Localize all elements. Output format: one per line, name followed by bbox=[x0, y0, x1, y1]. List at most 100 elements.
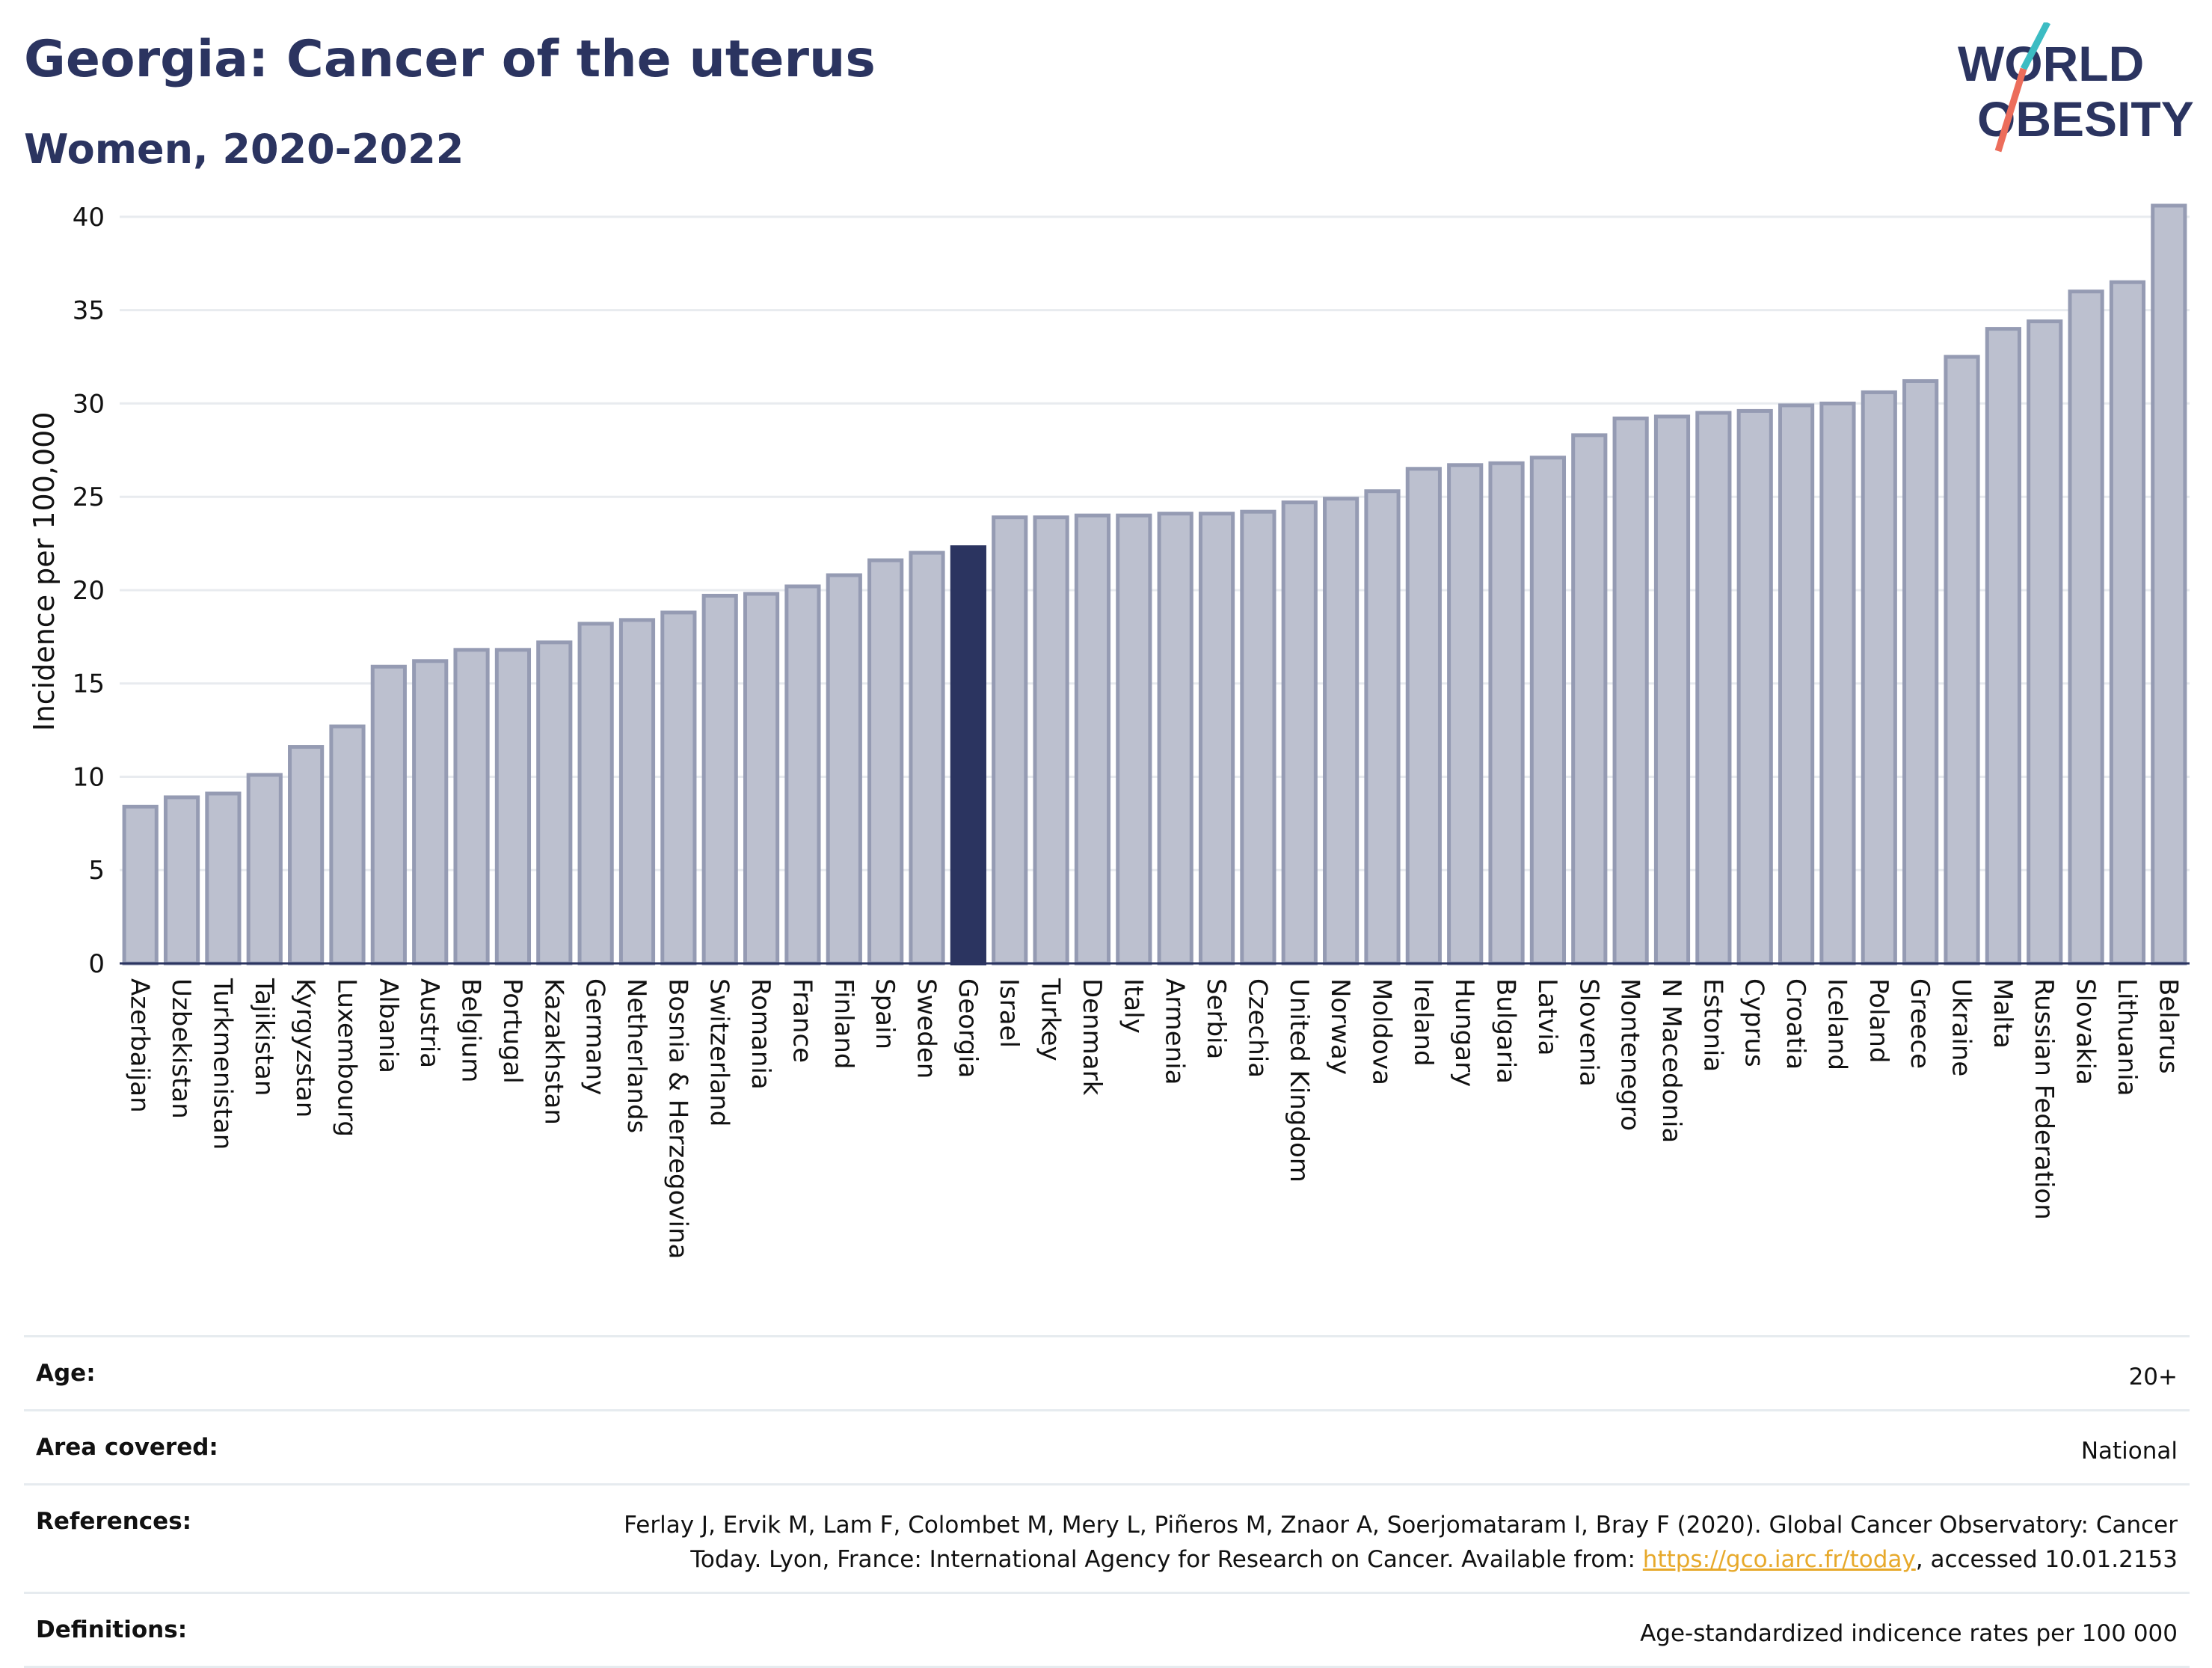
bar-belarus bbox=[2151, 203, 2187, 966]
x-tick-label: Sweden bbox=[912, 978, 941, 1079]
x-tick-label: Norway bbox=[1325, 978, 1355, 1075]
bar-ireland bbox=[1405, 467, 1442, 966]
logo-line1: WORLD bbox=[1958, 36, 2144, 91]
bar-united-kingdom bbox=[1281, 500, 1318, 966]
bar-georgia bbox=[950, 545, 986, 966]
y-tick-label: 5 bbox=[88, 856, 105, 886]
info-label-area: Area covered: bbox=[36, 1434, 218, 1461]
bar-poland bbox=[1861, 390, 1897, 966]
x-tick-label: Lithuania bbox=[2112, 978, 2142, 1096]
info-label-age: Age: bbox=[36, 1360, 96, 1387]
x-tick-label: Switzerland bbox=[704, 978, 734, 1126]
x-tick-label: Armenia bbox=[1160, 978, 1190, 1085]
info-label-references: References: bbox=[36, 1508, 192, 1535]
reference-accessed: , accessed 10.01.2153 bbox=[1915, 1546, 2178, 1573]
bar-greece bbox=[1902, 378, 1939, 966]
x-tick-label: Turkmenistan bbox=[207, 978, 237, 1150]
x-tick-label: Portugal bbox=[497, 978, 527, 1084]
reference-link[interactable]: https://gco.iarc.fr/today bbox=[1642, 1546, 1916, 1573]
x-tick-label: Kazakhstan bbox=[538, 978, 568, 1125]
bar-czechia bbox=[1240, 509, 1276, 966]
y-tick-label: 20 bbox=[73, 576, 105, 606]
chart-subtitle: Women, 2020-2022 bbox=[24, 126, 464, 173]
x-tick-label: Georgia bbox=[953, 978, 983, 1078]
bar-chart: 0 5 10 15 20 25 30 35 40 Azerbaijan Uzbekistan Tur… bbox=[28, 203, 2190, 1259]
bar-kazakhstan bbox=[536, 640, 573, 966]
info-value-age: 20+ bbox=[2128, 1364, 2178, 1390]
bar-france bbox=[784, 584, 821, 966]
x-tick-label: Tajikistan bbox=[249, 978, 279, 1096]
x-tick-label: Greece bbox=[1905, 978, 1935, 1069]
x-tick-label: Spain bbox=[870, 978, 900, 1049]
x-tick-label: N Macedonia bbox=[1656, 978, 1686, 1143]
x-tick-label: Kyrgyzstan bbox=[290, 978, 320, 1117]
y-tick-label: 10 bbox=[73, 762, 105, 792]
x-tick-label: Denmark bbox=[1077, 978, 1107, 1096]
bar-kyrgyzstan bbox=[288, 745, 325, 966]
bar-bulgaria bbox=[1488, 461, 1525, 966]
x-tick-label: Austria bbox=[414, 978, 444, 1068]
x-tick-label: Turkey bbox=[1036, 978, 1066, 1061]
bar-n-macedonia bbox=[1653, 414, 1691, 966]
bar-denmark bbox=[1074, 513, 1111, 966]
bar-russian-federation bbox=[2027, 319, 2063, 966]
bar-tajikistan bbox=[246, 773, 283, 966]
bar-sweden bbox=[909, 551, 945, 966]
x-tick-label: Malta bbox=[1988, 978, 2018, 1049]
world-obesity-logo: WORLD OBESITY bbox=[1958, 22, 2194, 153]
bar-lithuania bbox=[2109, 280, 2146, 966]
bar-hungary bbox=[1447, 463, 1484, 966]
y-axis-ticks: 0 5 10 15 20 25 30 35 40 bbox=[73, 203, 105, 979]
x-tick-label: Belgium bbox=[456, 978, 486, 1082]
x-tick-label: Uzbekistan bbox=[166, 978, 196, 1119]
x-tick-label: Iceland bbox=[1822, 978, 1852, 1070]
bar-albania bbox=[370, 664, 407, 966]
x-tick-label: Netherlands bbox=[621, 978, 651, 1133]
x-tick-label: France bbox=[787, 978, 817, 1063]
x-tick-label: Cyprus bbox=[1739, 978, 1769, 1067]
bar-slovenia bbox=[1571, 433, 1608, 966]
bar-ukraine bbox=[1944, 355, 1980, 966]
bar-croatia bbox=[1778, 403, 1815, 966]
info-row-definitions: Definitions: Age-standardized indicence … bbox=[24, 1592, 2190, 1668]
chart-title: Georgia: Cancer of the uterus bbox=[24, 30, 876, 89]
bar-montenegro bbox=[1612, 416, 1649, 966]
logo-slash-teal bbox=[2021, 22, 2050, 71]
bar-switzerland bbox=[701, 593, 738, 966]
y-tick-label: 15 bbox=[73, 669, 105, 699]
info-label-definitions: Definitions: bbox=[36, 1616, 188, 1643]
bar-bosnia-herzegovina bbox=[660, 610, 697, 966]
y-tick-label: 0 bbox=[88, 949, 105, 979]
bar-latvia bbox=[1529, 456, 1567, 966]
logo-slash-coral bbox=[1994, 67, 2027, 153]
info-row-area: Area covered: National bbox=[24, 1409, 2190, 1483]
y-tick-label: 35 bbox=[73, 296, 105, 326]
x-tick-label: Bosnia & Herzegovina bbox=[663, 978, 692, 1259]
bar-moldova bbox=[1364, 489, 1401, 966]
info-value-definitions: Age-standardized indicence rates per 100… bbox=[1640, 1620, 2178, 1647]
bar-estonia bbox=[1695, 411, 1732, 966]
bar-italy bbox=[1116, 513, 1152, 966]
x-tick-label: Croatia bbox=[1781, 978, 1810, 1070]
bars bbox=[122, 203, 2187, 966]
x-tick-label: Romania bbox=[746, 978, 775, 1090]
y-tick-label: 30 bbox=[73, 389, 105, 419]
bar-uzbekistan bbox=[163, 795, 200, 966]
bar-israel bbox=[992, 515, 1028, 966]
x-tick-label: Ukraine bbox=[1947, 978, 1976, 1076]
x-tick-label: Latvia bbox=[1532, 978, 1562, 1056]
x-tick-label: United Kingdom bbox=[1284, 978, 1314, 1183]
x-tick-label: Luxembourg bbox=[331, 978, 361, 1137]
x-tick-label: Estonia bbox=[1698, 978, 1727, 1072]
x-tick-label: Hungary bbox=[1449, 978, 1479, 1087]
reference-text: Ferlay J, Ervik M, Lam F, Colombet M, Me… bbox=[624, 1512, 2178, 1573]
bar-azerbaijan bbox=[122, 804, 159, 966]
x-tick-label: Bulgaria bbox=[1491, 978, 1521, 1084]
bar-luxembourg bbox=[329, 724, 366, 966]
x-tick-label: Ireland bbox=[1408, 978, 1438, 1067]
bar-romania bbox=[743, 592, 780, 966]
x-tick-label: Poland bbox=[1864, 978, 1893, 1064]
x-tick-label: Moldova bbox=[1366, 978, 1396, 1085]
y-tick-label: 25 bbox=[73, 482, 105, 512]
y-tick-label: 40 bbox=[73, 203, 105, 233]
